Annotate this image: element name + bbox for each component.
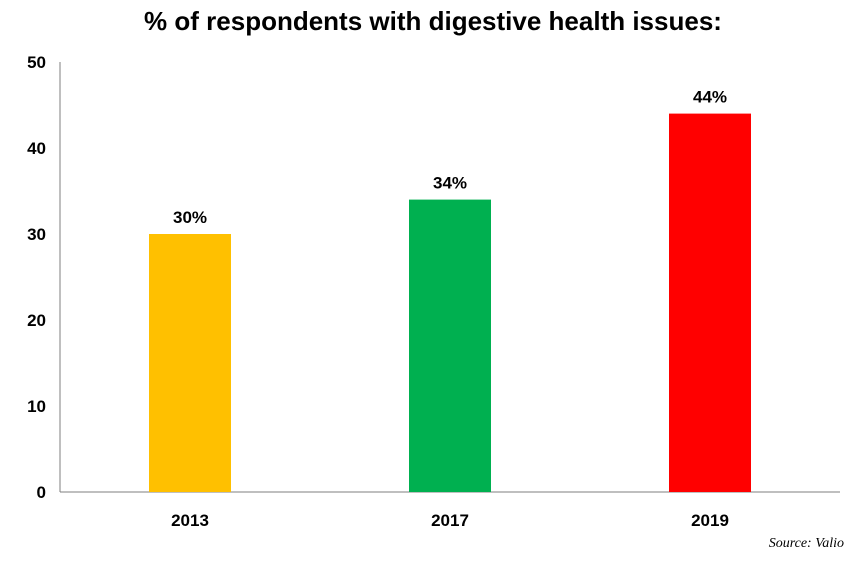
data-label-2017: 34%	[433, 174, 467, 193]
x-axis: 2013 2017 2019	[60, 491, 840, 530]
chart-title: % of respondents with digestive health i…	[144, 6, 722, 36]
x-tick-label: 2017	[431, 511, 469, 530]
source-note: Source: Valio	[768, 536, 844, 551]
data-label-2013: 30%	[173, 208, 207, 227]
bar-2017	[409, 199, 491, 492]
y-axis: 0 10 20 30 40 50	[27, 53, 61, 502]
y-tick-label: 30	[27, 225, 46, 244]
bar-2013	[149, 234, 231, 492]
x-tick-label: 2013	[171, 511, 209, 530]
y-tick-label: 20	[27, 311, 46, 330]
y-tick-label: 10	[27, 397, 46, 416]
y-tick-label: 0	[37, 483, 46, 502]
bars	[149, 113, 751, 492]
y-tick-label: 50	[27, 53, 46, 72]
bar-2019	[669, 113, 751, 492]
y-tick-label: 40	[27, 139, 46, 158]
data-label-2019: 44%	[693, 88, 727, 107]
x-tick-label: 2019	[691, 511, 729, 530]
data-labels: 30% 34% 44%	[173, 88, 727, 227]
